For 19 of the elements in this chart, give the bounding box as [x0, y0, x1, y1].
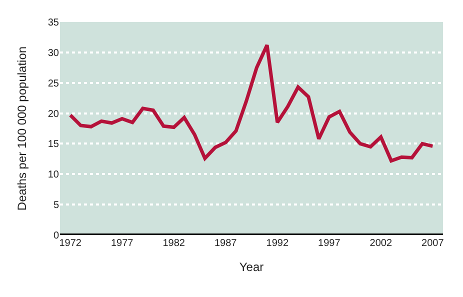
x-tick-label: 2007	[422, 238, 444, 249]
x-tick-label: 1972	[59, 238, 82, 249]
y-tick-label: 10	[48, 170, 60, 181]
x-tick-label: 1982	[162, 238, 186, 249]
y-axis-title: Deaths per 100 000 population	[15, 46, 29, 211]
y-tick-label: 25	[48, 78, 60, 90]
x-tick-label: 1997	[318, 238, 341, 249]
line-series	[68, 43, 434, 162]
x-tick-label: 1987	[214, 238, 238, 249]
x-tick-label: 2002	[370, 238, 392, 249]
x-tick-label: 1977	[110, 238, 134, 249]
y-tick-label: 15	[48, 139, 60, 150]
y-tick-label: 5	[53, 200, 60, 212]
x-tick-label: 1992	[266, 238, 289, 249]
y-tick-label: 30	[48, 48, 60, 59]
y-tick-label: 35	[48, 18, 60, 28]
y-tick-label: 0	[53, 230, 60, 242]
y-tick-label: 20	[48, 108, 60, 120]
x-axis-title: Year	[239, 260, 264, 274]
